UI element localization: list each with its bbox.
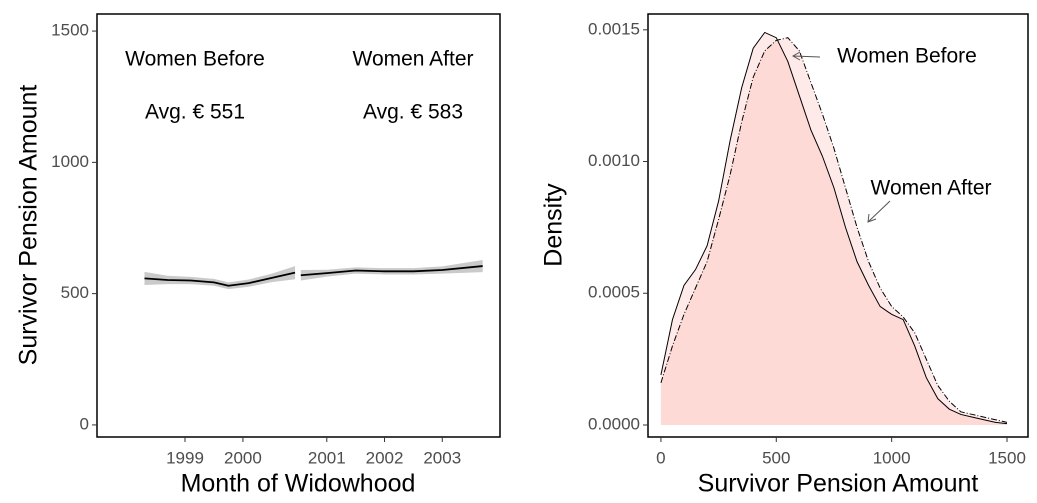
x-axis-title: Survivor Pension Amount	[698, 470, 979, 498]
x-tick-label: 2002	[366, 448, 404, 467]
y-tick-label: 0.0015	[588, 19, 640, 38]
y-tick-label: 0.0005	[588, 283, 640, 302]
annotation: Avg. € 583	[363, 101, 463, 124]
y-tick-label: 1000	[51, 152, 89, 171]
y-tick-label: 0	[80, 414, 89, 433]
left-frame	[96, 13, 501, 438]
density-area	[660, 32, 1008, 425]
y-tick-label: 500	[61, 283, 89, 302]
y-axis-title: Density	[540, 183, 568, 267]
x-tick-label: 2001	[308, 448, 346, 467]
annotation: Women After	[353, 48, 474, 71]
annotation: Avg. € 551	[145, 101, 245, 124]
x-axis-title: Month of Widowhood	[181, 470, 416, 498]
x-tick-label: 1500	[988, 448, 1026, 467]
y-tick-label: 0.0010	[588, 151, 640, 170]
smooth-line	[144, 271, 296, 287]
arrows	[791, 51, 891, 223]
y-tick-label: 1500	[51, 21, 89, 40]
smooth-line	[300, 265, 483, 277]
density-line	[660, 37, 1008, 423]
series-label: Women Before	[837, 45, 977, 68]
x-tick-label: 1999	[166, 448, 204, 467]
plot-layer	[144, 31, 1008, 425]
x-tick-label: 500	[762, 448, 790, 467]
y-tick-label: 0.0000	[588, 414, 640, 433]
right-frame	[647, 13, 1029, 438]
density-line	[660, 31, 1008, 425]
x-tick-label: 1000	[873, 448, 911, 467]
confidence-band	[144, 266, 296, 290]
y-axis-title: Survivor Pension Amount	[15, 85, 43, 366]
x-tick-label: 2003	[423, 448, 461, 467]
arrow	[791, 51, 821, 61]
series-label: Women After	[871, 177, 992, 200]
annotation: Women Before	[125, 48, 265, 71]
arrow	[867, 200, 891, 223]
confidence-band	[300, 260, 483, 281]
x-tick-label: 2000	[224, 448, 262, 467]
density-area	[660, 37, 1008, 425]
x-tick-label: 0	[656, 448, 665, 467]
